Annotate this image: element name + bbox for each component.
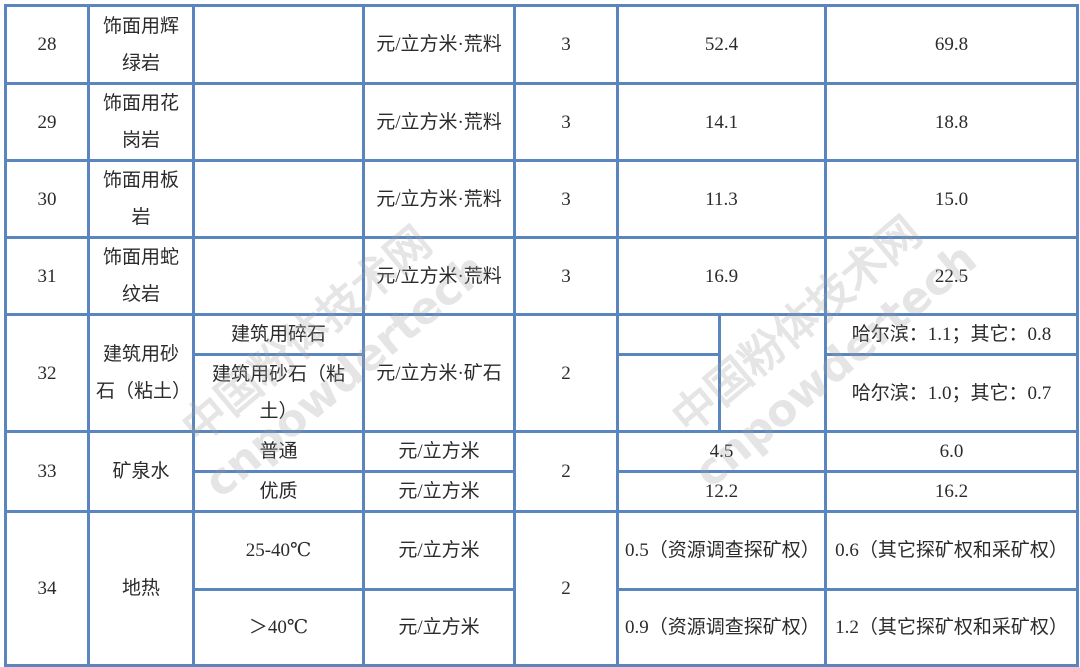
sub-category: ＞40℃ xyxy=(192,588,365,667)
rate: 2 xyxy=(513,430,619,513)
value-2: 69.8 xyxy=(824,4,1079,85)
table-row: 28 饰面用辉绿岩 元/立方米·荒料 3 52.4 69.8 xyxy=(4,4,1079,85)
unit: 元/立方米·荒料 xyxy=(362,236,516,316)
sub-category xyxy=(192,4,365,85)
mineral-name: 饰面用花岗岩 xyxy=(87,82,195,162)
row-number: 28 xyxy=(4,4,90,85)
value-1: 16.9 xyxy=(616,236,827,316)
table-row: 30 饰面用板岩 元/立方米·荒料 3 11.3 15.0 xyxy=(4,159,1079,239)
value-2: 哈尔滨：1.0；其它：0.7 xyxy=(824,353,1079,433)
sub-category: 25-40℃ xyxy=(192,510,365,591)
mineral-name: 饰面用板岩 xyxy=(87,159,195,239)
row-number: 29 xyxy=(4,82,90,162)
value-1a xyxy=(616,353,721,433)
value-2: 1.2（其它探矿权和采矿权） xyxy=(824,588,1079,667)
table-row: 优质 元/立方米 12.2 16.2 xyxy=(6,470,1079,513)
unit: 元/立方米 xyxy=(362,588,516,667)
value-1: 0.5（资源调查探矿权） xyxy=(616,510,827,591)
row-number: 31 xyxy=(4,236,90,316)
mineral-name: 地热 xyxy=(87,510,195,667)
table-row: ＞40℃ 元/立方米 0.9（资源调查探矿权） 1.2（其它探矿权和采矿权） xyxy=(6,588,1079,667)
row-number: 33 xyxy=(4,430,90,513)
value-1: 52.4 xyxy=(616,4,827,85)
value-1: 11.3 xyxy=(616,159,827,239)
unit: 元/立方米·荒料 xyxy=(362,159,516,239)
rate: 2 xyxy=(513,313,619,433)
table-row: 29 饰面用花岗岩 元/立方米·荒料 3 14.1 18.8 xyxy=(4,82,1079,162)
rate: 3 xyxy=(513,236,619,316)
sub-category: 建筑用碎石 xyxy=(192,313,365,356)
value-1b xyxy=(718,313,827,433)
value-2: 18.8 xyxy=(824,82,1079,162)
row-number: 30 xyxy=(4,159,90,239)
mineral-name: 矿泉水 xyxy=(87,430,195,513)
sub-category xyxy=(192,159,365,239)
unit: 元/立方米·荒料 xyxy=(362,4,516,85)
table-row: 34 地热 25-40℃ 元/立方米 2 0.5（资源调查探矿权） 0.6（其它探矿权和采矿… xyxy=(4,510,1079,667)
rate: 2 xyxy=(513,510,619,667)
unit: 元/立方米 xyxy=(362,510,516,591)
rate: 3 xyxy=(513,159,619,239)
value-1: 4.5 xyxy=(616,430,827,473)
table-row: 33 矿泉水 普通 元/立方米 2 4.5 6.0 xyxy=(4,430,1079,513)
value-2: 0.6（其它探矿权和采矿权） xyxy=(824,510,1079,591)
table-row: 32 建筑用砂石（粘土） 建筑用碎石 元/立方米·矿石 2 哈尔滨：1.1；其它：0.8 xyxy=(4,313,1079,433)
value-2: 15.0 xyxy=(824,159,1079,239)
mineral-name: 饰面用辉绿岩 xyxy=(87,4,195,85)
row-number: 34 xyxy=(4,510,90,667)
value-2: 22.5 xyxy=(824,236,1079,316)
unit: 元/立方米·荒料 xyxy=(362,82,516,162)
value-1: 14.1 xyxy=(616,82,827,162)
row-number: 32 xyxy=(4,313,90,433)
unit: 元/立方米 xyxy=(362,470,516,513)
sub-category: 优质 xyxy=(192,470,365,513)
sub-category xyxy=(192,236,365,316)
value-2: 16.2 xyxy=(824,470,1079,513)
table-row: 31 饰面用蛇纹岩 元/立方米·荒料 3 16.9 22.5 xyxy=(4,236,1079,316)
table-row: 建筑用砂石（粘土） 哈尔滨：1.0；其它：0.7 xyxy=(6,353,1079,433)
mineral-name: 建筑用砂石（粘土） xyxy=(87,313,195,433)
sub-category xyxy=(192,82,365,162)
rate: 3 xyxy=(513,82,619,162)
value-1a xyxy=(616,313,721,356)
value-2: 哈尔滨：1.1；其它：0.8 xyxy=(824,313,1079,356)
unit: 元/立方米·矿石 xyxy=(362,313,516,433)
mineral-name: 饰面用蛇纹岩 xyxy=(87,236,195,316)
mineral-rate-table: 28 饰面用辉绿岩 元/立方米·荒料 3 52.4 69.8 29 饰面用花岗岩 元/立方米·… xyxy=(4,4,1079,667)
value-1: 12.2 xyxy=(616,470,827,513)
value-2: 6.0 xyxy=(824,430,1079,473)
sub-category: 普通 xyxy=(192,430,365,473)
value-1: 0.9（资源调查探矿权） xyxy=(616,588,827,667)
rate: 3 xyxy=(513,4,619,85)
sub-category: 建筑用砂石（粘土） xyxy=(192,353,365,433)
unit: 元/立方米 xyxy=(362,430,516,473)
